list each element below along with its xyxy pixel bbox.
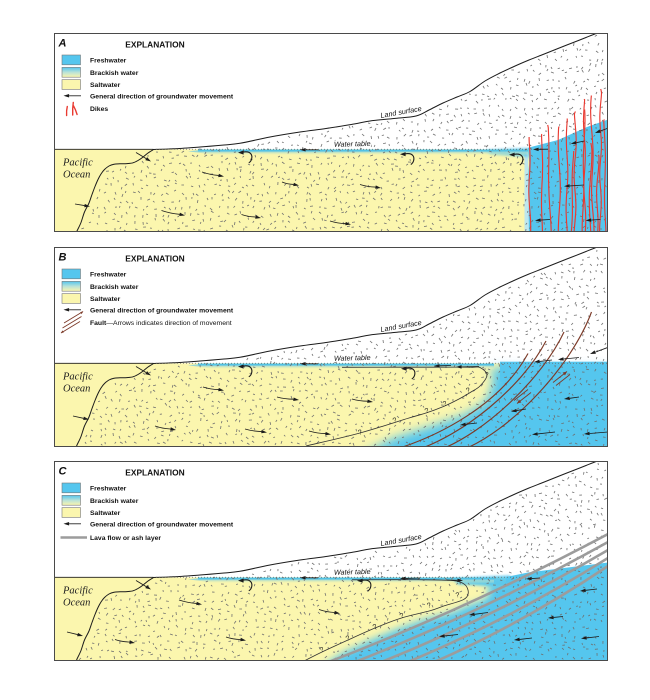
svg-text:?: ?	[455, 592, 460, 600]
svg-text:General direction of groundwat: General direction of groundwater movemen…	[90, 521, 234, 528]
svg-text:Pacific: Pacific	[62, 586, 93, 597]
svg-text:Water table: Water table	[334, 353, 371, 363]
svg-text:?: ?	[426, 602, 432, 610]
svg-text:?: ?	[345, 635, 352, 643]
svg-text:?: ?	[399, 612, 406, 620]
svg-text:Ocean: Ocean	[63, 170, 90, 181]
svg-text:Brackish water: Brackish water	[90, 284, 139, 291]
svg-text:General direction of groundwat: General direction of groundwater movemen…	[90, 307, 234, 314]
svg-text:General direction of groundwat: General direction of groundwater movemen…	[90, 93, 234, 100]
svg-text:Pacific: Pacific	[62, 372, 93, 383]
svg-text:Freshwater: Freshwater	[90, 272, 127, 279]
svg-text:?: ?	[319, 646, 326, 654]
svg-text:Ocean: Ocean	[63, 384, 90, 395]
svg-text:A: A	[58, 38, 67, 50]
svg-text:Ocean: Ocean	[63, 598, 90, 609]
svg-text:Water table: Water table	[334, 139, 371, 149]
svg-text:?: ?	[357, 429, 363, 437]
svg-text:?: ?	[424, 407, 431, 415]
svg-text:Pacific: Pacific	[62, 158, 93, 169]
svg-text:EXPLANATION: EXPLANATION	[125, 40, 184, 50]
svg-text:?: ?	[392, 417, 399, 425]
svg-text:?: ?	[465, 387, 471, 395]
svg-text:?: ?	[442, 400, 449, 408]
svg-text:Freshwater: Freshwater	[90, 58, 127, 65]
svg-text:Fault—Arrows indicates directi: Fault—Arrows indicates direction of move…	[90, 320, 232, 327]
svg-text:Brackish water: Brackish water	[90, 70, 139, 77]
svg-text:B: B	[59, 252, 67, 264]
svg-text:Freshwater: Freshwater	[90, 486, 127, 493]
svg-text:Saltwater: Saltwater	[90, 510, 121, 517]
svg-text:?: ?	[485, 372, 490, 379]
svg-text:Dikes: Dikes	[90, 106, 108, 113]
svg-text:EXPLANATION: EXPLANATION	[125, 468, 184, 478]
svg-text:Saltwater: Saltwater	[90, 82, 121, 89]
svg-text:Lava flow or ash layer: Lava flow or ash layer	[90, 535, 161, 542]
svg-text:Brackish water: Brackish water	[90, 498, 139, 505]
svg-text:?: ?	[372, 623, 379, 631]
svg-text:EXPLANATION: EXPLANATION	[125, 254, 184, 264]
svg-text:Saltwater: Saltwater	[90, 296, 121, 303]
svg-text:Water table: Water table	[334, 567, 371, 577]
svg-text:C: C	[59, 466, 68, 478]
